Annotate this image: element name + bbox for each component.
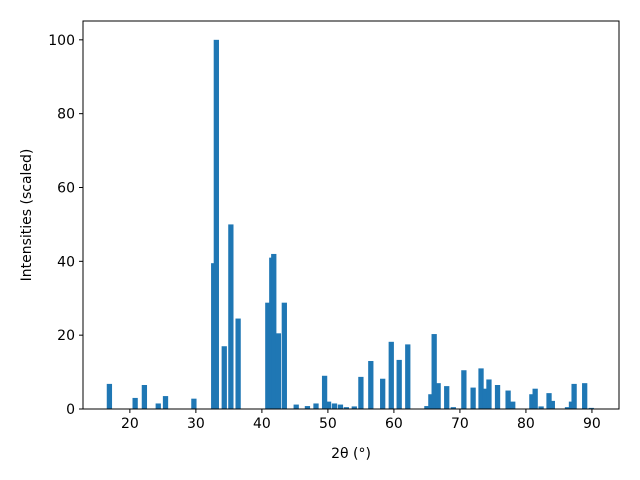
y-axis-label: Intensities (scaled) xyxy=(19,149,35,282)
y-tick-label: 0 xyxy=(66,402,75,418)
bar xyxy=(380,378,386,409)
bar xyxy=(213,39,219,409)
bar xyxy=(461,370,467,409)
bar xyxy=(478,368,484,409)
bar xyxy=(431,334,437,409)
bar xyxy=(281,302,287,409)
bar xyxy=(470,387,476,409)
x-tick-label: 20 xyxy=(121,416,139,432)
bar xyxy=(228,224,234,409)
y-tick-label: 60 xyxy=(57,180,75,196)
x-tick-label: 30 xyxy=(187,416,205,432)
bar xyxy=(343,407,350,409)
bar xyxy=(141,385,148,409)
bar xyxy=(529,394,535,409)
bar xyxy=(435,383,441,409)
x-axis-label: 2θ (°) xyxy=(331,446,371,462)
bar xyxy=(482,388,488,409)
bar xyxy=(538,406,544,409)
bar xyxy=(450,407,456,409)
bar xyxy=(235,318,241,409)
bar xyxy=(396,359,402,409)
bar xyxy=(368,361,374,409)
bar xyxy=(265,302,271,409)
plot-area xyxy=(106,39,594,409)
bar xyxy=(304,406,311,409)
bar xyxy=(424,406,430,409)
bar xyxy=(271,253,277,409)
y-tick-label: 40 xyxy=(57,254,75,270)
bar xyxy=(428,394,434,409)
bar xyxy=(162,396,169,409)
y-tick-label: 100 xyxy=(48,33,75,49)
bar xyxy=(325,401,332,409)
y-tick-label: 20 xyxy=(57,328,75,344)
x-tick-label: 50 xyxy=(319,416,337,432)
bar xyxy=(571,383,577,409)
bar xyxy=(331,403,338,409)
bar xyxy=(582,383,588,409)
bar xyxy=(588,407,594,409)
bar xyxy=(486,379,492,409)
bar xyxy=(564,407,571,409)
bar xyxy=(444,386,450,409)
x-tick-label: 40 xyxy=(253,416,271,432)
bar xyxy=(155,403,161,409)
bar xyxy=(510,401,516,409)
bar xyxy=(546,393,552,409)
y-tick-label: 80 xyxy=(57,107,75,123)
bar xyxy=(358,376,364,409)
axes-frame xyxy=(82,20,620,410)
bar xyxy=(388,341,394,409)
bar xyxy=(321,375,328,409)
bar xyxy=(494,385,501,409)
bar xyxy=(132,397,138,409)
x-tick-label: 80 xyxy=(517,416,535,432)
x-tick-label: 90 xyxy=(583,416,601,432)
bar xyxy=(405,344,411,409)
bar xyxy=(505,390,511,409)
x-tick-label: 70 xyxy=(451,416,469,432)
bar xyxy=(313,403,319,409)
bar xyxy=(337,404,344,409)
bar xyxy=(106,383,113,409)
bar xyxy=(191,398,197,409)
x-tick-label: 60 xyxy=(385,416,403,432)
bar xyxy=(532,388,538,409)
bar xyxy=(549,400,555,409)
bar xyxy=(221,346,227,409)
bar xyxy=(275,333,282,409)
bar xyxy=(351,406,357,409)
bar xyxy=(293,404,299,409)
